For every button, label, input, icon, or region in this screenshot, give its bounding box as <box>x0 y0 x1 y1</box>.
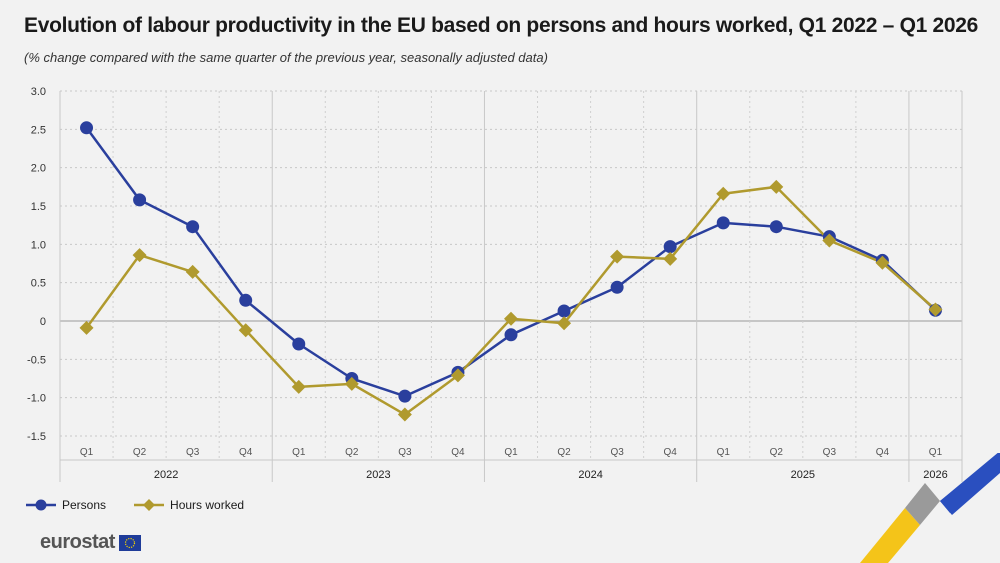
grid-lines <box>59 90 963 482</box>
year-label: 2024 <box>578 469 602 481</box>
y-tick-label: -0.5 <box>27 354 46 366</box>
persons-data-point <box>133 193 147 207</box>
year-label: 2022 <box>154 469 178 481</box>
y-tick-label: -1.5 <box>27 431 46 443</box>
year-label: 2025 <box>791 469 815 481</box>
hours-data-point <box>928 302 943 317</box>
line-chart: 3.0 2.5 2.0 1.5 1.0 0.5 0 -0.5 -1.0 -1.5 Q1 Q2 Q3 Q4 2… <box>27 86 963 482</box>
persons-data-point <box>186 220 200 234</box>
axis-labels: 3.0 2.5 2.0 1.5 1.0 0.5 0 -0.5 -1.0 -1.5 Q1 Q2 Q3 Q4 2… <box>27 86 948 481</box>
persons-legend-marker <box>26 499 56 511</box>
x-tick-label: Q3 <box>823 447 837 458</box>
y-tick-label: 1.0 <box>31 239 46 251</box>
x-tick-label: Q4 <box>451 447 465 458</box>
y-tick-label: 0.5 <box>31 278 46 290</box>
x-tick-label: Q2 <box>770 447 784 458</box>
hours-data-point <box>822 233 837 248</box>
chart-title: Evolution of labour productivity in the … <box>24 14 979 37</box>
x-tick-label: Q2 <box>557 447 571 458</box>
persons-data-point <box>398 389 412 403</box>
hours-data-point <box>238 323 253 338</box>
persons-data-point <box>769 220 783 234</box>
x-tick-label: Q1 <box>929 447 943 458</box>
persons-data-point <box>292 337 306 351</box>
hours-legend-marker <box>134 499 165 511</box>
hours-data-point <box>132 248 147 263</box>
persons-data-point <box>557 304 571 318</box>
hours-data-point <box>716 186 731 201</box>
hours-data-point <box>79 320 94 335</box>
y-tick-label: 2.0 <box>31 163 46 175</box>
hours-data-point <box>185 264 200 279</box>
y-tick-label: 3.0 <box>31 86 46 98</box>
hours-data-point <box>663 251 678 266</box>
x-tick-label: Q4 <box>876 447 890 458</box>
year-label: 2026 <box>923 469 947 481</box>
hours-data-point <box>504 311 518 326</box>
legend-label-hours: Hours worked <box>170 498 245 512</box>
x-tick-label: Q3 <box>186 447 200 458</box>
persons-data-point <box>716 216 730 230</box>
x-tick-label: Q2 <box>133 447 147 458</box>
x-tick-label: Q3 <box>398 447 412 458</box>
legend-item-persons[interactable]: Persons <box>26 498 106 512</box>
persons-data-point <box>610 280 624 294</box>
persons-data-point <box>239 293 253 307</box>
eurostat-logo-text: eurostat <box>40 531 115 553</box>
x-tick-label: Q1 <box>292 447 306 458</box>
x-tick-label: Q1 <box>504 447 518 458</box>
x-tick-label: Q2 <box>345 447 359 458</box>
year-label: 2023 <box>366 469 390 481</box>
persons-data-point <box>663 240 677 254</box>
y-tick-label: 0 <box>40 316 46 328</box>
x-tick-label: Q3 <box>610 447 624 458</box>
hours-data-point <box>344 376 359 391</box>
series-line-hours <box>85 185 937 416</box>
eu-flag-icon <box>118 534 141 551</box>
hours-data-point <box>291 379 306 394</box>
eurostat-logo: eurostat <box>40 531 141 554</box>
hours-data-point <box>875 255 890 270</box>
y-tick-label: -1.0 <box>27 393 46 405</box>
series-lines <box>79 121 943 422</box>
hours-data-point <box>769 179 784 194</box>
legend: Persons Hours worked <box>26 498 272 512</box>
x-tick-label: Q4 <box>239 447 253 458</box>
x-tick-label: Q1 <box>80 447 94 458</box>
chart-subtitle: (% change compared with the same quarter… <box>24 50 548 65</box>
persons-data-point <box>504 328 518 342</box>
persons-data-point <box>80 121 94 135</box>
hours-data-point <box>557 316 572 331</box>
hours-data-point <box>610 249 625 264</box>
hours-data-point <box>397 407 412 422</box>
legend-item-hours[interactable]: Hours worked <box>134 498 244 512</box>
y-tick-label: 1.5 <box>31 201 46 213</box>
x-tick-label: Q1 <box>717 447 731 458</box>
x-tick-label: Q4 <box>664 447 678 458</box>
legend-label-persons: Persons <box>62 498 107 512</box>
hours-data-point <box>450 368 465 383</box>
y-tick-label: 2.5 <box>31 124 46 136</box>
decorative-chevron-icon <box>860 453 1000 563</box>
